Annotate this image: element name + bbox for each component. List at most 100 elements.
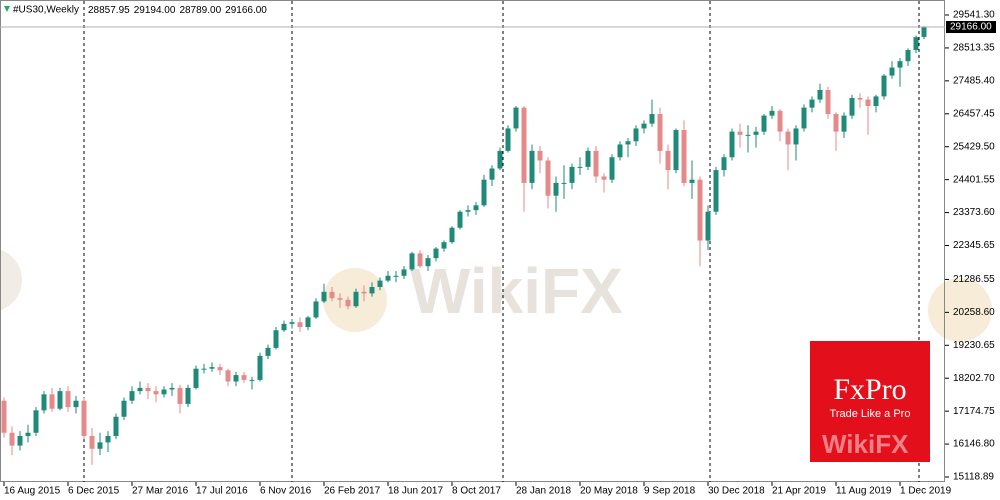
x-tick-label: 11 Aug 2019 (836, 486, 892, 497)
candle-body (633, 128, 639, 142)
candle-body (521, 107, 527, 183)
candle-body (281, 323, 287, 331)
candle-body (273, 330, 279, 348)
candle-body (185, 387, 191, 404)
candle-body (601, 176, 607, 180)
candle-body (201, 368, 207, 370)
candle-body (865, 99, 871, 107)
candle-body (121, 400, 127, 417)
candle-body (617, 144, 623, 158)
ohlc-value: 28789.00 (179, 5, 221, 16)
candle-body (49, 394, 55, 409)
candle-body (393, 275, 399, 277)
y-tick-label: 17174.75 (953, 406, 995, 417)
candle-body (513, 107, 519, 129)
candle-body (561, 182, 567, 184)
candle-body (913, 37, 919, 50)
x-tick-label: 6 Dec 2015 (68, 486, 120, 497)
candle-body (401, 269, 407, 276)
y-tick-label: 24401.55 (953, 174, 995, 185)
candle-body (809, 99, 815, 108)
candle-body (497, 150, 503, 169)
candle-body (113, 416, 119, 436)
candle-body (801, 107, 807, 129)
candle-body (897, 61, 903, 68)
y-tick-label: 28513.35 (953, 43, 995, 54)
candle-body (449, 227, 455, 243)
ohlc-header: 28857.95 29194.00 28789.00 29166.00 (88, 5, 267, 16)
candle-body (777, 110, 783, 132)
candle-body (153, 391, 159, 395)
candle-body (297, 322, 303, 328)
candle-body (489, 168, 495, 180)
x-tick-label: 21 Apr 2019 (772, 486, 826, 497)
logo-box (810, 341, 930, 462)
candle-body (625, 141, 631, 145)
watermark-icon (0, 249, 22, 311)
candle-body (849, 98, 855, 116)
candle-body (881, 75, 887, 97)
candle-body (889, 67, 895, 76)
symbol-title: #US30,Weekly (13, 5, 79, 16)
candle-body (737, 131, 743, 135)
candle-body (81, 400, 87, 436)
candle-body (689, 179, 695, 183)
candle-body (233, 375, 239, 382)
x-tick-label: 17 Jul 2016 (196, 486, 248, 497)
candle-body (577, 166, 583, 168)
candle-body (473, 205, 479, 211)
candle-body (337, 298, 343, 300)
y-tick-label: 26457.45 (953, 108, 995, 119)
candle-body (729, 131, 735, 158)
candle-body (17, 435, 23, 446)
x-tick-label: 20 May 2018 (580, 486, 638, 497)
candle-body (97, 442, 103, 449)
candle-body (593, 150, 599, 177)
candle-body (409, 253, 415, 270)
candle-body (433, 248, 439, 259)
y-tick-label: 27485.40 (953, 75, 995, 86)
y-tick-label: 23373.60 (953, 207, 995, 218)
candle-body (641, 123, 647, 129)
candle-body (289, 322, 295, 324)
candle-body (217, 367, 223, 371)
y-tick-label: 29541.30 (953, 10, 995, 21)
candle-body (305, 317, 311, 328)
candle-body (793, 128, 799, 145)
ohlc-value: 29166.00 (225, 5, 267, 16)
candle-body (193, 368, 199, 388)
price-label: 29166.00 (950, 22, 992, 33)
candle-body (57, 391, 63, 409)
header: #US30,Weekly 28857.95 29194.00 28789.00 291… (4, 5, 267, 16)
candle-body (761, 115, 767, 132)
candle-body (817, 90, 823, 100)
candle-body (697, 179, 703, 241)
candle-body (209, 367, 215, 369)
x-tick-label: 27 Mar 2016 (132, 486, 189, 497)
candle-body (225, 370, 231, 382)
candle-body (321, 291, 327, 302)
y-tick-label: 16146.80 (953, 439, 995, 450)
y-tick-label: 20258.60 (953, 307, 995, 318)
watermark: WikiFX (410, 255, 623, 327)
logo-tagline: Trade Like a Pro (830, 408, 911, 420)
candle-body (873, 96, 879, 107)
candle-body (249, 379, 255, 381)
candle-body (441, 242, 447, 249)
candle-body (137, 387, 143, 392)
candle-body (377, 280, 383, 288)
x-tick-label: 1 Dec 2019 (900, 486, 952, 497)
candle-body (89, 435, 95, 449)
candle-body (177, 387, 183, 404)
candle-body (721, 157, 727, 171)
candle-body (465, 210, 471, 212)
candle-body (161, 389, 167, 395)
candle-body (257, 355, 263, 380)
candle-body (313, 301, 319, 318)
x-tick-label: 9 Sep 2018 (644, 486, 696, 497)
candle-body (825, 90, 831, 115)
x-tick-label: 16 Aug 2015 (4, 486, 61, 497)
candle-body (329, 291, 335, 299)
candle-body (41, 394, 47, 411)
candle-body (553, 182, 559, 196)
